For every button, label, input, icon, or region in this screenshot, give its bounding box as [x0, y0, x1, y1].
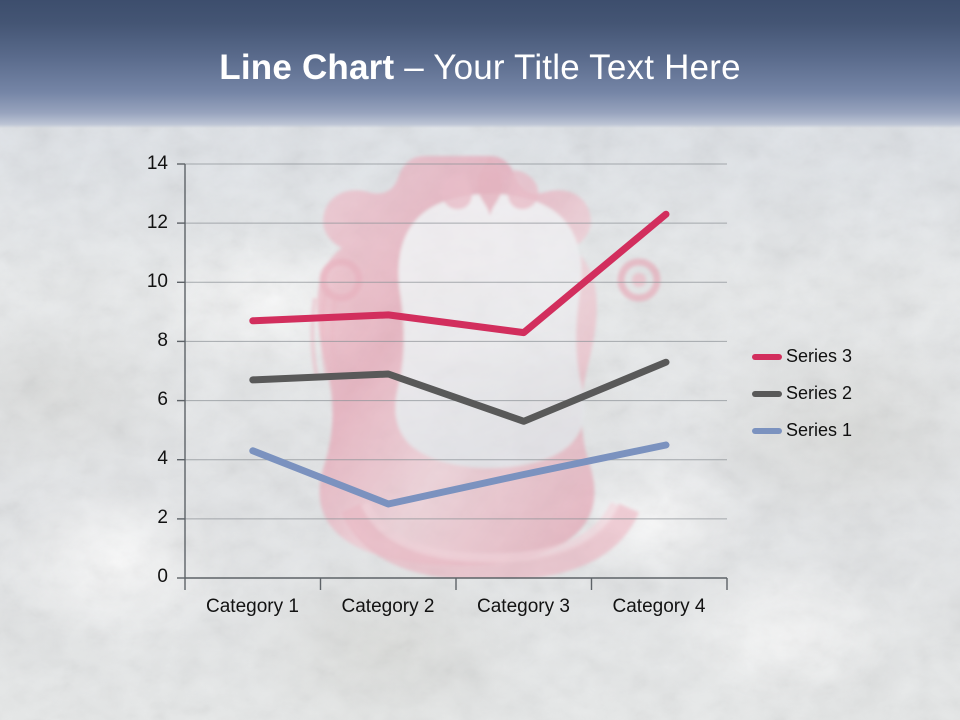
chart-legend: Series 3 Series 2 Series 1	[752, 338, 852, 449]
y-tick-label: 14	[146, 153, 168, 174]
y-tick-label: 0	[157, 566, 168, 587]
chart-gridlines	[185, 163, 727, 520]
page-title: Line Chart – Your Title Text Here	[0, 48, 960, 88]
legend-item-series-1[interactable]: Series 1	[752, 412, 852, 449]
ornate-mirror-decoration	[310, 156, 661, 578]
legend-swatch-series-2	[752, 390, 782, 397]
series-line-series-1	[249, 441, 670, 508]
x-tick-label: Category 1	[206, 596, 299, 617]
legend-swatch-series-1	[752, 427, 782, 434]
x-tick-label: Category 2	[341, 596, 435, 617]
y-tick-label: 6	[157, 389, 168, 410]
value-axis	[177, 163, 186, 579]
series-line-series-2	[249, 358, 670, 425]
y-tick-label: 12	[146, 212, 168, 233]
legend-label-series-2: Series 2	[786, 383, 853, 403]
y-tick-label: 4	[157, 448, 168, 469]
page-title-bold: Line Chart	[219, 48, 395, 87]
legend-item-series-2[interactable]: Series 2	[752, 375, 852, 412]
y-tick-label: 10	[146, 271, 168, 292]
x-tick-label: Category 4	[612, 596, 706, 617]
page-title-light: Your Title Text Here	[433, 48, 741, 87]
legend-label-series-1: Series 1	[786, 420, 853, 440]
category-axis	[184, 577, 728, 590]
x-tick-label: Category 3	[477, 596, 570, 617]
title-banner	[0, 0, 960, 128]
y-tick-label: 2	[157, 507, 168, 528]
legend-label-series-3: Series 3	[786, 346, 853, 366]
legend-item-series-3[interactable]: Series 3	[752, 338, 852, 375]
page-title-separator: –	[394, 48, 434, 87]
y-tick-label: 8	[157, 330, 168, 351]
legend-swatch-series-3	[752, 353, 782, 360]
series-line-series-3	[249, 210, 670, 337]
